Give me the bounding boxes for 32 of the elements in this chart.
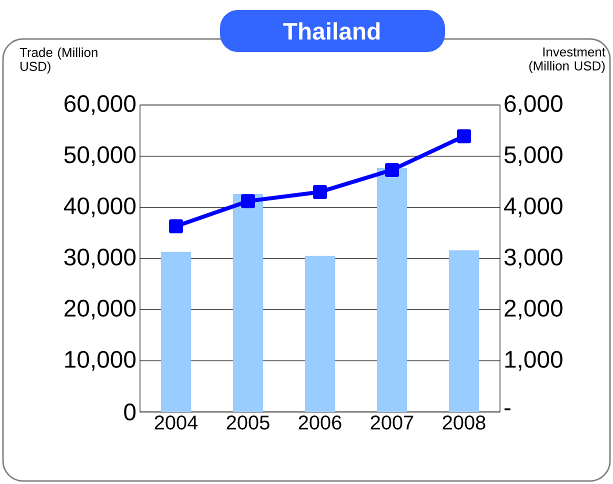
x-tick-label: 2005 bbox=[226, 416, 270, 430]
y-tick-label: 60,000 bbox=[64, 95, 136, 115]
point bbox=[313, 184, 328, 199]
x-tick-label: 2007 bbox=[370, 416, 414, 430]
x-tick-label: 2008 bbox=[442, 416, 486, 430]
bar bbox=[449, 250, 480, 412]
y2-tick-label: 2,000 bbox=[504, 300, 562, 320]
point bbox=[241, 194, 256, 208]
point bbox=[457, 129, 472, 144]
y-axis-title: Trade (Million USD) bbox=[20, 48, 98, 74]
y-tick-label: 40,000 bbox=[64, 197, 136, 218]
y2-tick-label: 1,000 bbox=[505, 350, 562, 371]
bar bbox=[233, 194, 264, 412]
x-tick-label: 2004 bbox=[154, 416, 198, 430]
y-tick-label: 50,000 bbox=[64, 146, 136, 166]
bar bbox=[305, 256, 336, 412]
x-tick-label: 2006 bbox=[298, 416, 342, 430]
y-tick-label: 10,000 bbox=[65, 350, 136, 371]
y-tick-label: 0 bbox=[124, 404, 136, 420]
y2-axis-title: Investment (Million USD) bbox=[529, 48, 606, 74]
bar bbox=[377, 168, 408, 412]
y2-tick-label: 3,000 bbox=[504, 248, 562, 268]
point bbox=[169, 219, 184, 234]
point bbox=[385, 162, 400, 177]
y-tick-label: 20,000 bbox=[64, 300, 136, 320]
y2-tick-label: 4,000 bbox=[504, 197, 562, 218]
y2-tick-label: 6,000 bbox=[504, 95, 562, 115]
y-tick-label: 30,000 bbox=[64, 248, 136, 268]
y2-tick-label: 5,000 bbox=[504, 146, 562, 166]
chart-title: Thailand bbox=[283, 22, 380, 40]
bar bbox=[161, 252, 192, 412]
y2-tick-label: - bbox=[504, 408, 510, 410]
